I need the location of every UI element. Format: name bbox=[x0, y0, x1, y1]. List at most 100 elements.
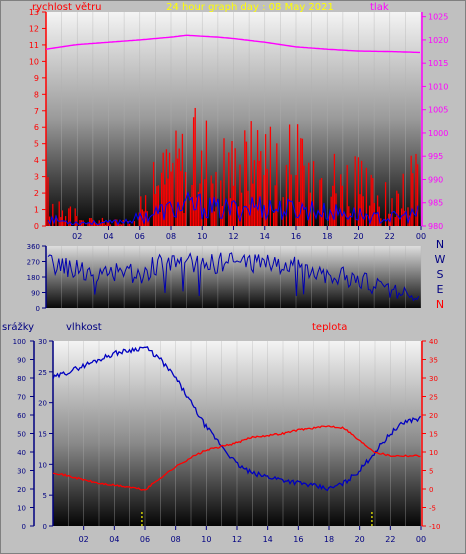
wind-direction-line bbox=[47, 252, 420, 302]
wind-direction-label: N bbox=[436, 238, 444, 251]
panel3-x-tick-label: 00 bbox=[416, 535, 426, 544]
panel1-x-tick-label: 12 bbox=[228, 232, 238, 241]
panel1-x-tick-label: 14 bbox=[260, 232, 270, 241]
panel2-tick-label: 360 bbox=[27, 243, 40, 251]
panel1-right-tick-label: 1000 bbox=[428, 129, 448, 138]
temperature-line bbox=[52, 425, 421, 491]
panel1-left-tick-label: 6 bbox=[34, 123, 39, 132]
temperature-tick-label: -5 bbox=[429, 505, 436, 513]
panel1-left-axis-title: rychlost větru bbox=[32, 1, 102, 13]
temperature-axis-title: teplota bbox=[312, 322, 347, 333]
precip-tick-label: 70 bbox=[17, 394, 26, 402]
panel1-x-tick-label: 18 bbox=[322, 232, 332, 241]
precip-tick-label: 80 bbox=[17, 375, 26, 383]
panel3-x-tick-label: 10 bbox=[201, 535, 211, 544]
panel1-left-tick-label: 5 bbox=[34, 140, 39, 149]
panel2-tick-label: 180 bbox=[27, 274, 40, 282]
wind-direction-label: N bbox=[436, 298, 444, 311]
humidity-tick-label: 30 bbox=[38, 338, 47, 346]
temperature-tick-label: 40 bbox=[429, 338, 438, 346]
panel3-x-tick-label: 08 bbox=[171, 535, 181, 544]
temperature-tick-label: 25 bbox=[429, 394, 438, 402]
panel1-left-tick-label: 13 bbox=[29, 8, 39, 17]
panel1-left-tick-label: 1 bbox=[34, 206, 39, 215]
panel1-right-tick-label: 1010 bbox=[428, 82, 448, 91]
panel1-left-tick-label: 3 bbox=[34, 173, 39, 182]
temperature-tick-label: 0 bbox=[429, 486, 433, 494]
panel1-x-tick-label: 20 bbox=[353, 232, 363, 241]
panel1-left-tick-label: 12 bbox=[29, 24, 39, 33]
panel3-x-tick-label: 18 bbox=[324, 535, 334, 544]
wind-direction-label: S bbox=[437, 268, 444, 281]
panel2-tick-label: 90 bbox=[31, 290, 40, 298]
humidity-tick-label: 10 bbox=[38, 461, 47, 469]
panel1-x-tick-label: 00 bbox=[416, 232, 426, 241]
panel1-left-tick-label: 8 bbox=[34, 90, 39, 99]
precip-tick-label: 90 bbox=[17, 357, 26, 365]
panel1-x-tick-label: 22 bbox=[385, 232, 395, 241]
panel1-right-tick-label: 990 bbox=[428, 175, 443, 184]
panel1-x-tick-label: 04 bbox=[103, 232, 113, 241]
pressure-line bbox=[45, 34, 420, 54]
panel1-left-tick-label: 10 bbox=[29, 57, 39, 66]
humidity-line bbox=[52, 346, 422, 492]
panel1-right-tick-label: 1015 bbox=[428, 59, 448, 68]
temperature-tick-label: 20 bbox=[429, 412, 438, 420]
humidity-tick-label: 0 bbox=[43, 523, 47, 531]
panel3-x-tick-label: 16 bbox=[293, 535, 303, 544]
humidity-tick-label: 20 bbox=[38, 400, 47, 408]
panel1-x-tick-label: 16 bbox=[291, 232, 301, 241]
precip-tick-label: 40 bbox=[17, 449, 26, 457]
panel1-left-tick-label: 2 bbox=[34, 189, 39, 198]
panel1-left-tick-label: 9 bbox=[34, 74, 39, 83]
humidity-axis-title: vlhkost bbox=[66, 322, 102, 333]
wind-direction-label: E bbox=[437, 283, 444, 296]
panel3-x-tick-label: 06 bbox=[140, 535, 150, 544]
temperature-tick-label: -10 bbox=[429, 523, 440, 531]
humidity-tick-label: 5 bbox=[43, 492, 47, 500]
precip-tick-label: 100 bbox=[13, 338, 26, 346]
panel1-x-tick-label: 06 bbox=[135, 232, 145, 241]
humidity-tick-label: 15 bbox=[38, 431, 47, 439]
panel1-x-tick-label: 08 bbox=[166, 232, 176, 241]
panel3-x-tick-label: 14 bbox=[263, 535, 273, 544]
panel3-x-tick-label: 12 bbox=[232, 535, 242, 544]
panel3-x-tick-label: 04 bbox=[109, 535, 119, 544]
panel3-x-tick-label: 20 bbox=[355, 535, 365, 544]
panel1-right-axis-title: tlak bbox=[370, 2, 389, 13]
panel1-right-tick-label: 985 bbox=[428, 199, 443, 208]
temperature-tick-label: 15 bbox=[429, 431, 438, 439]
panel1-right-tick-label: 995 bbox=[428, 152, 443, 161]
panel1-left-tick-label: 11 bbox=[29, 41, 39, 50]
humidity-tick-label: 25 bbox=[38, 369, 47, 377]
wind-speed-line bbox=[47, 190, 419, 226]
panel1-right-tick-label: 1025 bbox=[428, 13, 448, 22]
temperature-tick-label: 30 bbox=[429, 375, 438, 383]
panel3-x-tick-label: 22 bbox=[385, 535, 395, 544]
panel1-left-tick-label: 4 bbox=[34, 156, 39, 165]
precip-tick-label: 10 bbox=[17, 505, 26, 513]
precip-tick-label: 30 bbox=[17, 468, 26, 476]
panel1-right-tick-label: 1020 bbox=[428, 36, 448, 45]
panel1-right-tick-label: 980 bbox=[428, 222, 443, 231]
precip-tick-label: 20 bbox=[17, 486, 26, 494]
panel1-left-tick-label: 0 bbox=[34, 222, 39, 231]
temperature-tick-label: 35 bbox=[429, 357, 438, 365]
temperature-tick-label: 10 bbox=[429, 449, 438, 457]
temperature-tick-label: 5 bbox=[429, 468, 433, 476]
precip-axis-title: srážky bbox=[2, 321, 34, 333]
wind-direction-label: W bbox=[435, 253, 446, 266]
panel1-left-tick-label: 7 bbox=[34, 107, 39, 116]
panel3-x-tick-label: 02 bbox=[79, 535, 89, 544]
panel1-title: 24 hour graph day : 08 May 2021 bbox=[166, 2, 334, 13]
panel1-right-tick-label: 1005 bbox=[428, 106, 448, 115]
precip-tick-label: 0 bbox=[22, 523, 26, 531]
panel2-tick-label: 0 bbox=[36, 305, 40, 313]
precip-tick-label: 60 bbox=[17, 412, 26, 420]
panel1-x-tick-label: 02 bbox=[72, 232, 82, 241]
panel2-tick-label: 270 bbox=[27, 259, 40, 267]
precip-tick-label: 50 bbox=[17, 431, 26, 439]
panel1-x-tick-label: 10 bbox=[197, 232, 207, 241]
